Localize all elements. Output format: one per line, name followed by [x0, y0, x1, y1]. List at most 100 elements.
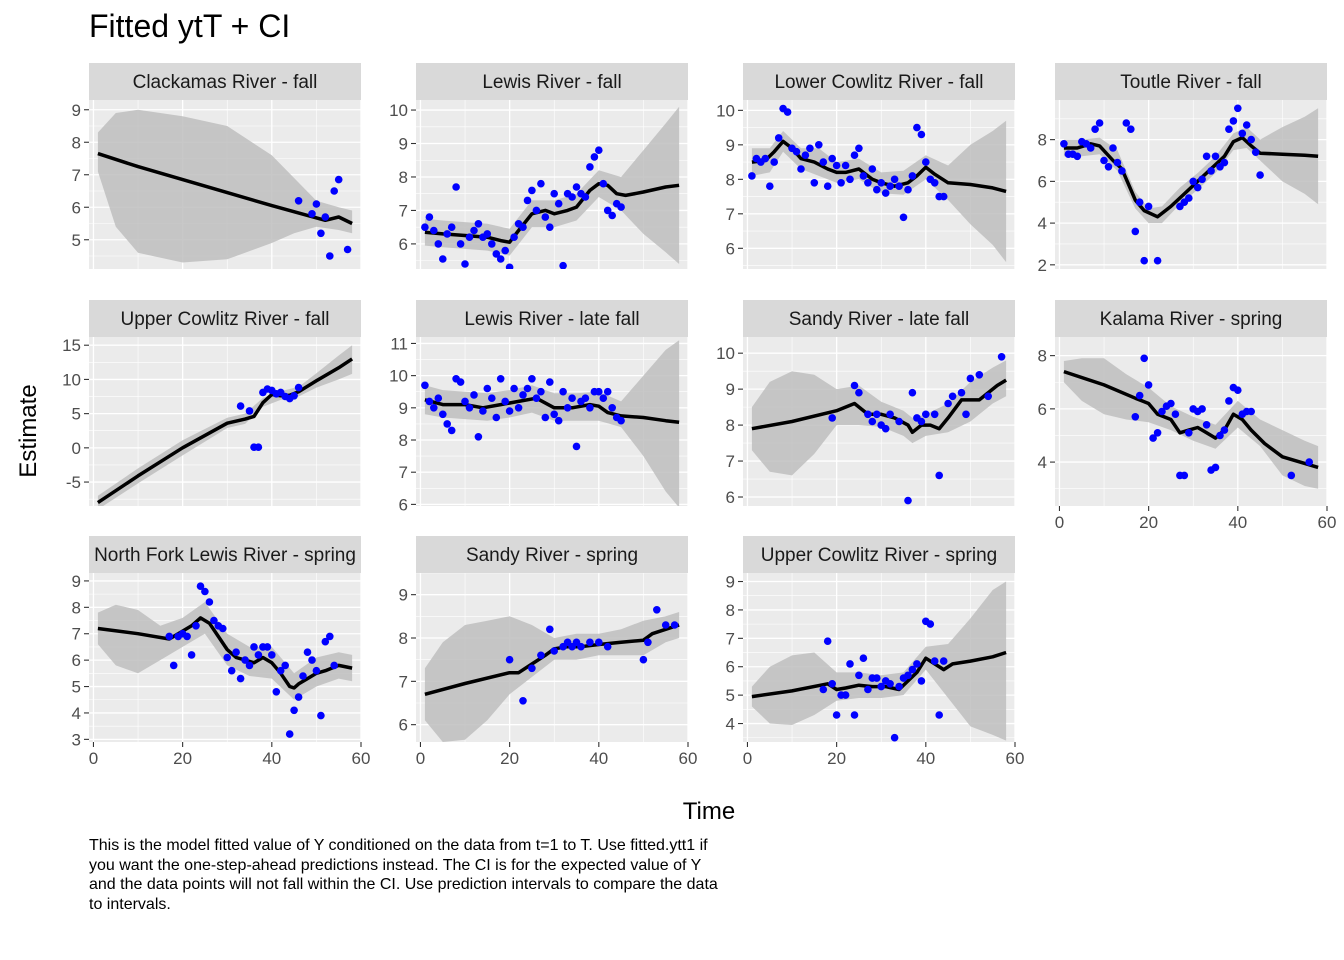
x-tick-label: 60	[679, 749, 698, 768]
data-point	[465, 233, 474, 241]
y-tick-label: 5	[72, 405, 81, 424]
data-point	[505, 407, 514, 415]
data-point	[483, 384, 492, 393]
y-tick-label: 9	[399, 135, 408, 154]
data-point	[510, 384, 518, 393]
y-tick-label: 8	[72, 133, 81, 152]
data-point	[774, 134, 783, 142]
ci-ribbon	[751, 581, 1007, 741]
data-point	[1118, 167, 1126, 175]
facet-panel: Sandy River - spring 6 7 8 9 0 20 40 60	[399, 536, 698, 768]
data-point	[828, 414, 836, 422]
y-tick-label: 7	[72, 166, 81, 185]
ci-ribbon	[424, 340, 680, 506]
data-point	[537, 387, 545, 396]
data-point	[169, 661, 178, 670]
data-point	[294, 197, 303, 205]
data-point	[483, 230, 492, 238]
facet-panel: Lewis River - fall 6 7 8 9 10	[389, 63, 688, 269]
data-point	[1185, 194, 1193, 202]
data-point	[343, 245, 352, 254]
data-point	[470, 391, 478, 399]
data-point	[895, 682, 903, 691]
data-point	[855, 388, 863, 397]
data-point	[859, 654, 868, 662]
data-point	[855, 671, 863, 680]
y-tick-label: 7	[399, 672, 408, 691]
data-point	[832, 711, 841, 719]
facet-strip-label: Upper Cowlitz River - spring	[761, 545, 998, 566]
data-point	[801, 151, 810, 159]
fitted-line	[96, 357, 354, 505]
x-tick-label: 40	[589, 749, 608, 768]
data-point	[828, 154, 836, 163]
data-point	[1211, 463, 1220, 472]
data-point	[948, 392, 957, 401]
data-point	[1251, 148, 1260, 156]
data-point	[922, 158, 930, 166]
facet-strip	[416, 536, 688, 573]
data-point	[192, 622, 200, 630]
y-tick-label: 7	[72, 625, 81, 644]
data-point	[250, 643, 258, 651]
data-point	[832, 161, 841, 170]
data-point	[501, 397, 510, 406]
data-point	[1144, 381, 1153, 389]
data-point	[864, 685, 872, 694]
data-point	[1234, 386, 1242, 395]
data-point	[819, 685, 828, 694]
data-point	[644, 638, 652, 647]
data-point	[326, 632, 334, 641]
data-point	[223, 653, 231, 662]
data-point	[1135, 391, 1144, 400]
data-point	[939, 657, 948, 665]
data-point	[850, 711, 859, 719]
data-point	[877, 179, 885, 187]
data-point	[873, 410, 881, 419]
y-tick-label: 6	[1038, 400, 1047, 419]
data-point	[1198, 405, 1206, 413]
data-point	[519, 391, 527, 399]
data-point	[917, 677, 926, 685]
data-point	[590, 153, 599, 161]
y-tick-label: 4	[1038, 214, 1047, 233]
data-point	[944, 399, 952, 408]
x-tick-label: 20	[500, 749, 519, 768]
data-point	[661, 621, 670, 629]
data-point	[577, 642, 585, 651]
data-point	[1220, 426, 1229, 434]
data-point	[1202, 421, 1211, 429]
x-tick-label: 0	[89, 749, 98, 768]
data-point	[290, 706, 298, 715]
data-point	[1238, 129, 1247, 138]
data-point	[1234, 104, 1242, 113]
data-point	[528, 186, 536, 195]
facet-strip	[743, 63, 1015, 100]
y-tick-label: 10	[62, 370, 81, 389]
y-tick-label: 5	[72, 231, 81, 250]
data-point	[447, 426, 456, 435]
data-point	[568, 394, 576, 403]
data-point	[855, 144, 863, 153]
data-point	[456, 378, 465, 386]
data-point	[550, 189, 558, 198]
y-tick-label: 4	[1038, 453, 1047, 472]
data-point	[1127, 125, 1135, 133]
data-point	[241, 656, 249, 664]
data-point	[617, 203, 625, 211]
data-point	[1060, 140, 1068, 148]
data-point	[962, 410, 970, 419]
facet-strip-label: North Fork Lewis River - spring	[94, 545, 356, 566]
data-point	[439, 255, 447, 263]
data-point	[334, 175, 343, 184]
facet-strip	[416, 63, 688, 100]
data-point	[1113, 158, 1122, 167]
data-point	[850, 381, 859, 390]
data-point	[1086, 144, 1095, 152]
data-point	[599, 179, 608, 188]
data-point	[1171, 410, 1180, 419]
data-point	[1144, 202, 1153, 211]
facet-panel: Toutle River - fall 2 4 6 8	[1038, 63, 1327, 275]
data-point	[537, 179, 545, 188]
data-point	[895, 417, 903, 426]
